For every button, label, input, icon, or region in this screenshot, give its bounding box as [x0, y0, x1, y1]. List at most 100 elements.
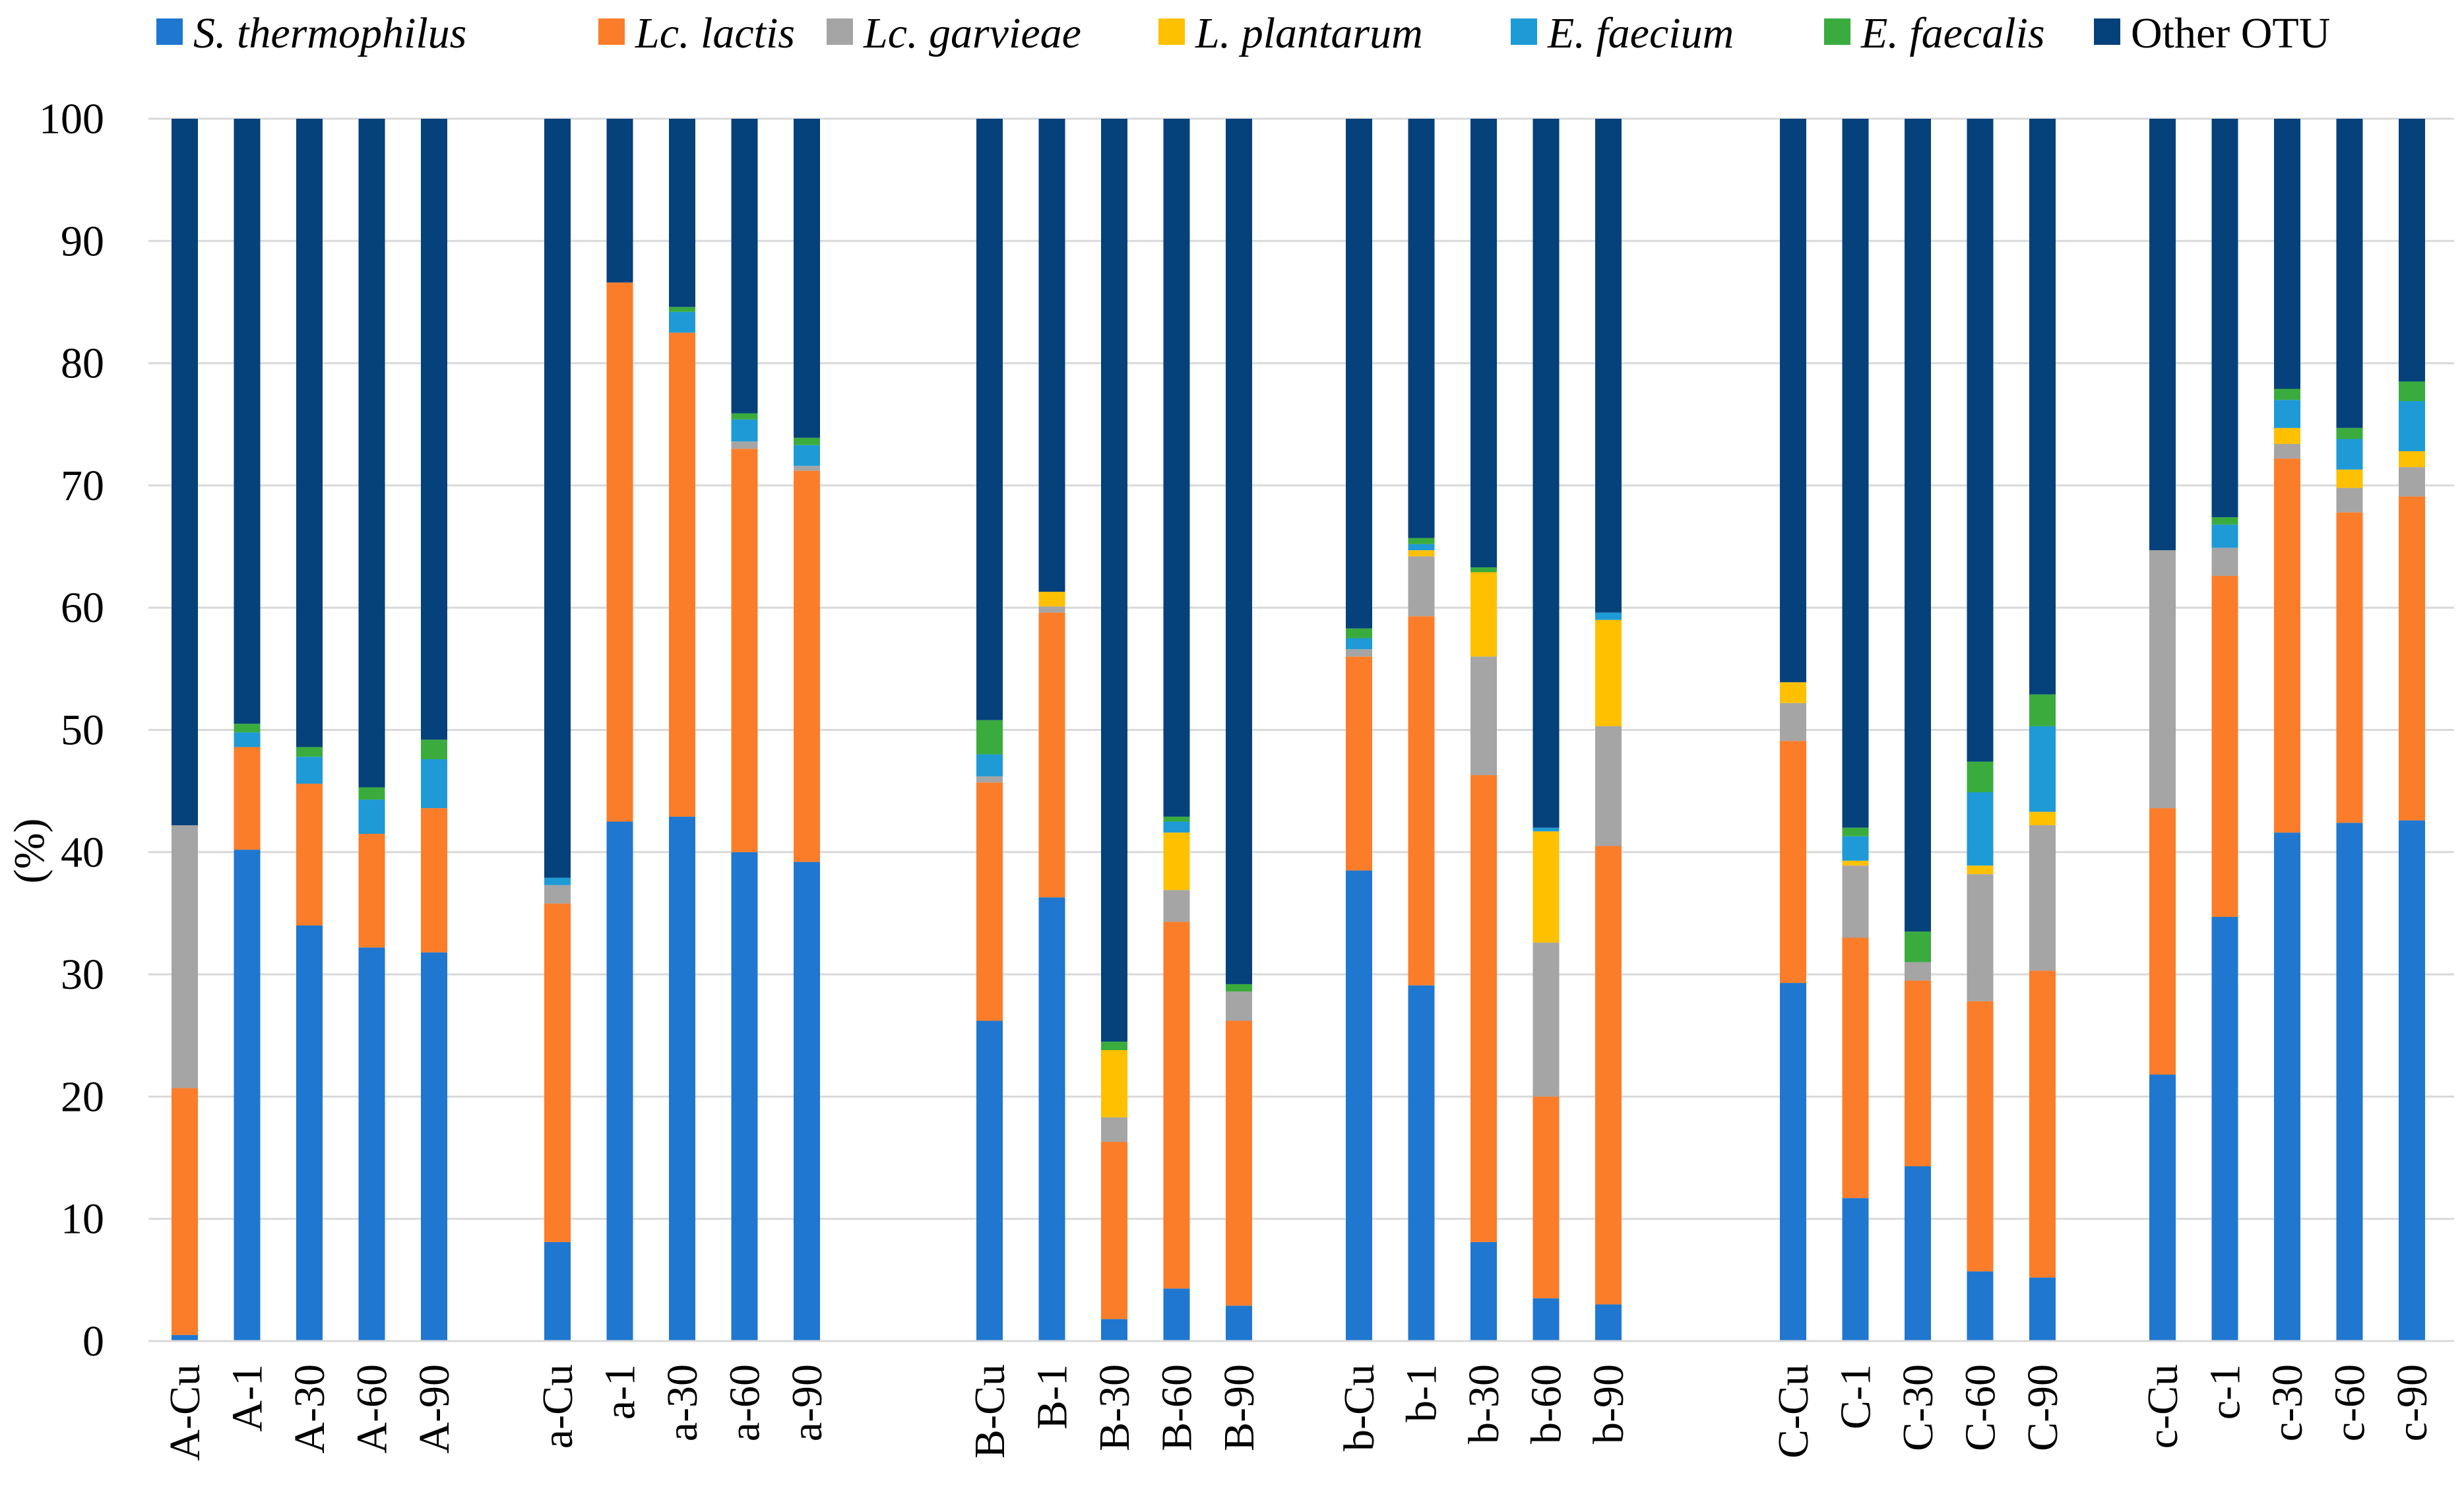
- bar-segment: [1967, 792, 1994, 866]
- x-tick-label: A-Cu: [161, 1364, 209, 1461]
- bar-segment: [421, 808, 447, 953]
- bar-segment: [234, 747, 261, 850]
- bar-segment: [1408, 556, 1435, 617]
- x-tick-label: C-1: [1832, 1364, 1880, 1429]
- bar-segment: [1470, 567, 1497, 573]
- bar-segment: [1967, 119, 1994, 762]
- x-tick-label: C-60: [1957, 1364, 2005, 1451]
- bar-segment: [2336, 512, 2363, 823]
- bar-segment: [1967, 761, 1994, 793]
- bar-segment: [1101, 1050, 1127, 1117]
- legend-label: E. faecalis: [1860, 9, 2045, 57]
- bar-segment: [669, 119, 695, 307]
- legend-swatch: [2094, 18, 2120, 45]
- bar-segment: [794, 470, 820, 862]
- bar-segment: [1595, 619, 1622, 726]
- bar-segment: [1226, 984, 1252, 992]
- bar-segment: [544, 885, 571, 904]
- bar-segment: [1532, 119, 1560, 828]
- y-tick-label: 40: [61, 829, 104, 877]
- bar-segment: [2211, 548, 2238, 577]
- bar-segment: [1408, 550, 1435, 557]
- x-tick-label: A-30: [286, 1364, 334, 1454]
- legend-label: S. thermophilus: [193, 9, 466, 57]
- legend-label: Lc. garvieae: [863, 9, 1081, 57]
- bar-segment: [976, 119, 1003, 720]
- bar-segment: [1408, 538, 1435, 544]
- bar-segment: [2029, 811, 2056, 826]
- bar-segment: [1163, 922, 1190, 1289]
- bar-segment: [2399, 467, 2425, 497]
- bar-segment: [794, 445, 820, 466]
- bar-segment: [234, 724, 261, 733]
- bar-segment: [2336, 487, 2363, 513]
- bar-segment: [1408, 985, 1435, 1341]
- bar-segment: [1905, 980, 1931, 1167]
- x-tick-label: A-60: [348, 1364, 396, 1454]
- x-tick-label: a-60: [721, 1364, 769, 1441]
- bar-segment: [2149, 550, 2176, 809]
- y-tick-label: 100: [39, 95, 104, 143]
- bar-segment: [234, 732, 261, 747]
- bar-segment: [1532, 1096, 1560, 1299]
- bar-segment: [731, 419, 758, 442]
- bar-segment: [358, 787, 385, 800]
- bar-segment: [1905, 119, 1931, 932]
- legend-swatch: [1824, 18, 1850, 45]
- bar-segment: [1101, 1042, 1127, 1050]
- bar-segment: [234, 850, 261, 1341]
- x-tick-label: A-90: [410, 1364, 458, 1454]
- legend-swatch: [1511, 18, 1537, 45]
- bar-segment: [1780, 983, 1806, 1341]
- bar-segment: [976, 720, 1003, 755]
- legend-swatch: [156, 18, 183, 45]
- bar-segment: [669, 332, 695, 817]
- axes: 0 10 20 30 40 50 60 70 80 90 100 A-Cu A-1 A-30 A-60 A-9…: [39, 95, 2454, 1461]
- x-tick-label: a-30: [658, 1364, 707, 1441]
- bar-segment: [2029, 1277, 2056, 1341]
- x-tick-label: B-Cu: [966, 1364, 1014, 1458]
- bar-segment: [1470, 775, 1497, 1242]
- bar-segment: [2336, 469, 2363, 488]
- bar-segment: [1780, 119, 1806, 683]
- x-tick-label: b-60: [1523, 1364, 1571, 1444]
- bar-segment: [1346, 628, 1372, 639]
- bar-segment: [1780, 703, 1806, 741]
- bar-segment: [1470, 656, 1497, 776]
- bar-segment: [296, 757, 323, 784]
- bar-segment: [358, 119, 385, 788]
- bar-segment: [1226, 1020, 1252, 1306]
- bar-segment: [2336, 427, 2363, 439]
- bar-segment: [2149, 119, 2176, 551]
- x-tick-label: c-90: [2388, 1364, 2436, 1441]
- x-tick-label: B-30: [1090, 1364, 1139, 1451]
- y-axis-label: (%): [5, 819, 53, 884]
- bar-segment: [1163, 821, 1190, 833]
- bar-segment: [544, 877, 571, 885]
- bar-segment: [731, 441, 758, 449]
- bar-segment: [172, 119, 198, 826]
- bar-segment: [421, 952, 447, 1341]
- bar-segment: [1967, 865, 1994, 875]
- bar-segment: [1101, 119, 1127, 1042]
- bar-segment: [2211, 576, 2238, 918]
- bar-segment: [172, 825, 198, 1088]
- bar-segment: [2399, 119, 2425, 382]
- y-tick-label: 30: [61, 951, 104, 999]
- bar-segment: [544, 903, 571, 1242]
- bar-segment: [1842, 836, 1869, 861]
- bar-segment: [1842, 827, 1869, 836]
- bar-segment: [1101, 1141, 1127, 1319]
- bar-segment: [2211, 917, 2238, 1341]
- bar-segment: [1967, 874, 1994, 1001]
- x-tick-label: A-1: [224, 1364, 272, 1432]
- bar-segment: [2029, 694, 2056, 726]
- bar-segment: [794, 437, 820, 445]
- bar-segment: [296, 119, 323, 747]
- bar-segment: [1967, 1271, 1994, 1341]
- bar-segment: [296, 784, 323, 925]
- bar-segment: [1163, 119, 1190, 817]
- bar-segment: [1842, 860, 1869, 866]
- bar-segment: [731, 413, 758, 420]
